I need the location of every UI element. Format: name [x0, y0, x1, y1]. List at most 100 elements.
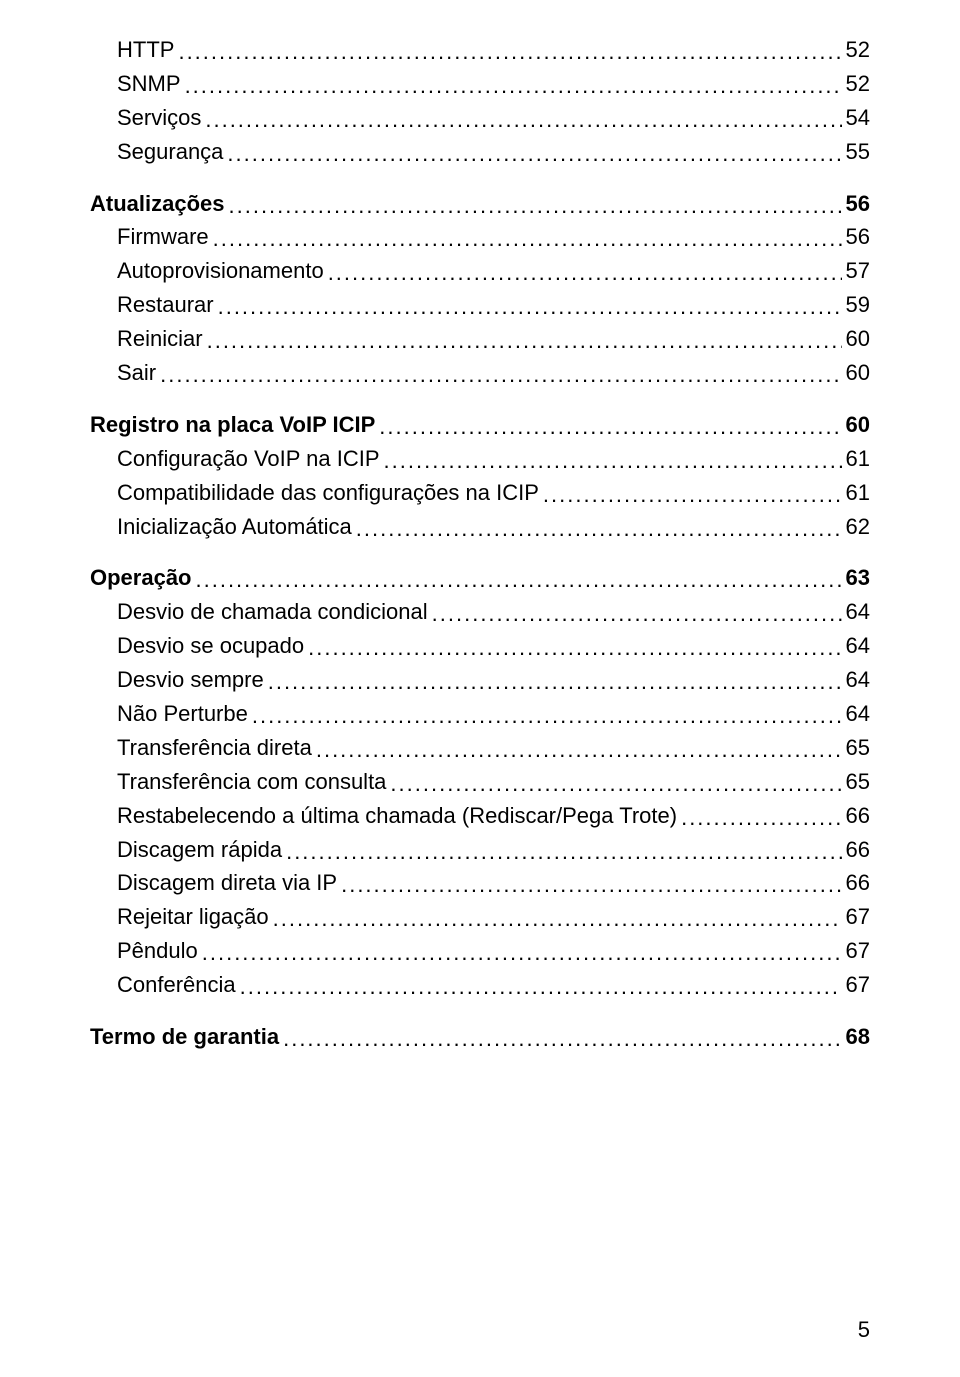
- toc-entry: Registro na placa VoIP ICIP60: [90, 409, 870, 441]
- toc-label: Segurança: [117, 136, 223, 168]
- toc-leader-dots: [316, 732, 842, 764]
- toc-label: Autoprovisionamento: [117, 255, 324, 287]
- toc-page: 55: [846, 136, 870, 168]
- toc-label: Desvio se ocupado: [117, 630, 304, 662]
- toc-entry: Firmware 56: [90, 221, 870, 253]
- toc-label: Pêndulo: [117, 935, 198, 967]
- toc-leader-dots: [390, 766, 841, 798]
- toc-label: Rejeitar ligação: [117, 901, 269, 933]
- toc-entry: Autoprovisionamento 57: [90, 255, 870, 287]
- toc-entry: Inicialização Automática62: [90, 511, 870, 543]
- toc-leader-dots: [218, 289, 842, 321]
- toc-leader-dots: [328, 255, 842, 287]
- toc-label: Discagem direta via IP: [117, 867, 337, 899]
- toc-page: 66: [846, 834, 870, 866]
- toc-entry: Não Perturbe 64: [90, 698, 870, 730]
- toc-leader-dots: [543, 477, 842, 509]
- toc-label: Transferência direta: [117, 732, 312, 764]
- toc-leader-dots: [273, 901, 842, 933]
- toc-page: 60: [846, 357, 870, 389]
- toc-label: Restaurar: [117, 289, 214, 321]
- section-gap: [90, 1003, 870, 1021]
- toc-page: 56: [846, 221, 870, 253]
- toc-entry: Conferência 67: [90, 969, 870, 1001]
- toc-entry: Operação 63: [90, 562, 870, 594]
- toc-label: Transferência com consulta: [117, 766, 386, 798]
- table-of-contents: HTTP 52SNMP52Serviços 54 Segurança 55 Atualiz…: [90, 34, 870, 1053]
- toc-entry: Sair 60: [90, 357, 870, 389]
- toc-label: Sair: [117, 357, 156, 389]
- toc-page: 66: [846, 867, 870, 899]
- toc-entry: Discagem direta via IP 66: [90, 867, 870, 899]
- toc-label: Operação: [90, 562, 192, 594]
- toc-page: 54: [846, 102, 870, 134]
- toc-label: Conferência: [117, 969, 236, 1001]
- toc-page: 67: [846, 935, 870, 967]
- toc-page: 56: [846, 188, 870, 220]
- toc-entry: Discagem rápida 66: [90, 834, 870, 866]
- toc-page: 61: [846, 477, 870, 509]
- toc-leader-dots: [202, 935, 842, 967]
- toc-page: 59: [846, 289, 870, 321]
- toc-label: Serviços: [117, 102, 201, 134]
- toc-label: Termo de garantia: [90, 1021, 279, 1053]
- toc-leader-dots: [283, 1021, 841, 1053]
- toc-entry: HTTP 52: [90, 34, 870, 66]
- toc-page: 60: [846, 409, 870, 441]
- toc-label: HTTP: [117, 34, 174, 66]
- toc-leader-dots: [240, 969, 842, 1001]
- toc-entry: Segurança 55: [90, 136, 870, 168]
- toc-entry: Restabelecendo a última chamada (Redisca…: [90, 800, 870, 832]
- toc-leader-dots: [681, 800, 841, 832]
- toc-label: Compatibilidade das configurações na ICI…: [117, 477, 539, 509]
- toc-page: 65: [846, 766, 870, 798]
- toc-page: 60: [846, 323, 870, 355]
- toc-entry: Configuração VoIP na ICIP 61: [90, 443, 870, 475]
- section-gap: [90, 544, 870, 562]
- toc-entry: Desvio de chamada condicional64: [90, 596, 870, 628]
- toc-leader-dots: [229, 188, 842, 220]
- toc-entry: Desvio sempre64: [90, 664, 870, 696]
- toc-leader-dots: [379, 409, 841, 441]
- toc-label: Reiniciar: [117, 323, 203, 355]
- toc-entry: Termo de garantia 68: [90, 1021, 870, 1053]
- toc-entry: Atualizações 56: [90, 188, 870, 220]
- toc-label: Discagem rápida: [117, 834, 282, 866]
- toc-leader-dots: [160, 357, 841, 389]
- toc-entry: Rejeitar ligação67: [90, 901, 870, 933]
- toc-page: 64: [846, 664, 870, 696]
- toc-entry: Compatibilidade das configurações na ICI…: [90, 477, 870, 509]
- toc-page: 63: [846, 562, 870, 594]
- toc-leader-dots: [384, 443, 842, 475]
- toc-page: 68: [846, 1021, 870, 1053]
- toc-label: Restabelecendo a última chamada (Redisca…: [117, 800, 677, 832]
- toc-entry: SNMP52: [90, 68, 870, 100]
- toc-page: 61: [846, 443, 870, 475]
- toc-label: Atualizações: [90, 188, 225, 220]
- toc-entry: Desvio se ocupado 64: [90, 630, 870, 662]
- toc-label: Configuração VoIP na ICIP: [117, 443, 380, 475]
- toc-page: 52: [846, 34, 870, 66]
- toc-leader-dots: [207, 323, 842, 355]
- section-gap: [90, 170, 870, 188]
- toc-page: 64: [846, 630, 870, 662]
- toc-page: 57: [846, 255, 870, 287]
- toc-label: Firmware: [117, 221, 209, 253]
- toc-entry: Transferência com consulta 65: [90, 766, 870, 798]
- toc-leader-dots: [185, 68, 842, 100]
- toc-entry: Restaurar 59: [90, 289, 870, 321]
- toc-page: 65: [846, 732, 870, 764]
- toc-page: 67: [846, 969, 870, 1001]
- page-number: 5: [858, 1317, 870, 1343]
- toc-leader-dots: [178, 34, 841, 66]
- toc-leader-dots: [268, 664, 842, 696]
- toc-label: Não Perturbe: [117, 698, 248, 730]
- toc-page: 66: [846, 800, 870, 832]
- toc-leader-dots: [213, 221, 842, 253]
- toc-leader-dots: [308, 630, 841, 662]
- toc-page: 52: [846, 68, 870, 100]
- toc-page: 64: [846, 698, 870, 730]
- toc-entry: Reiniciar 60: [90, 323, 870, 355]
- toc-leader-dots: [252, 698, 842, 730]
- toc-page: 64: [846, 596, 870, 628]
